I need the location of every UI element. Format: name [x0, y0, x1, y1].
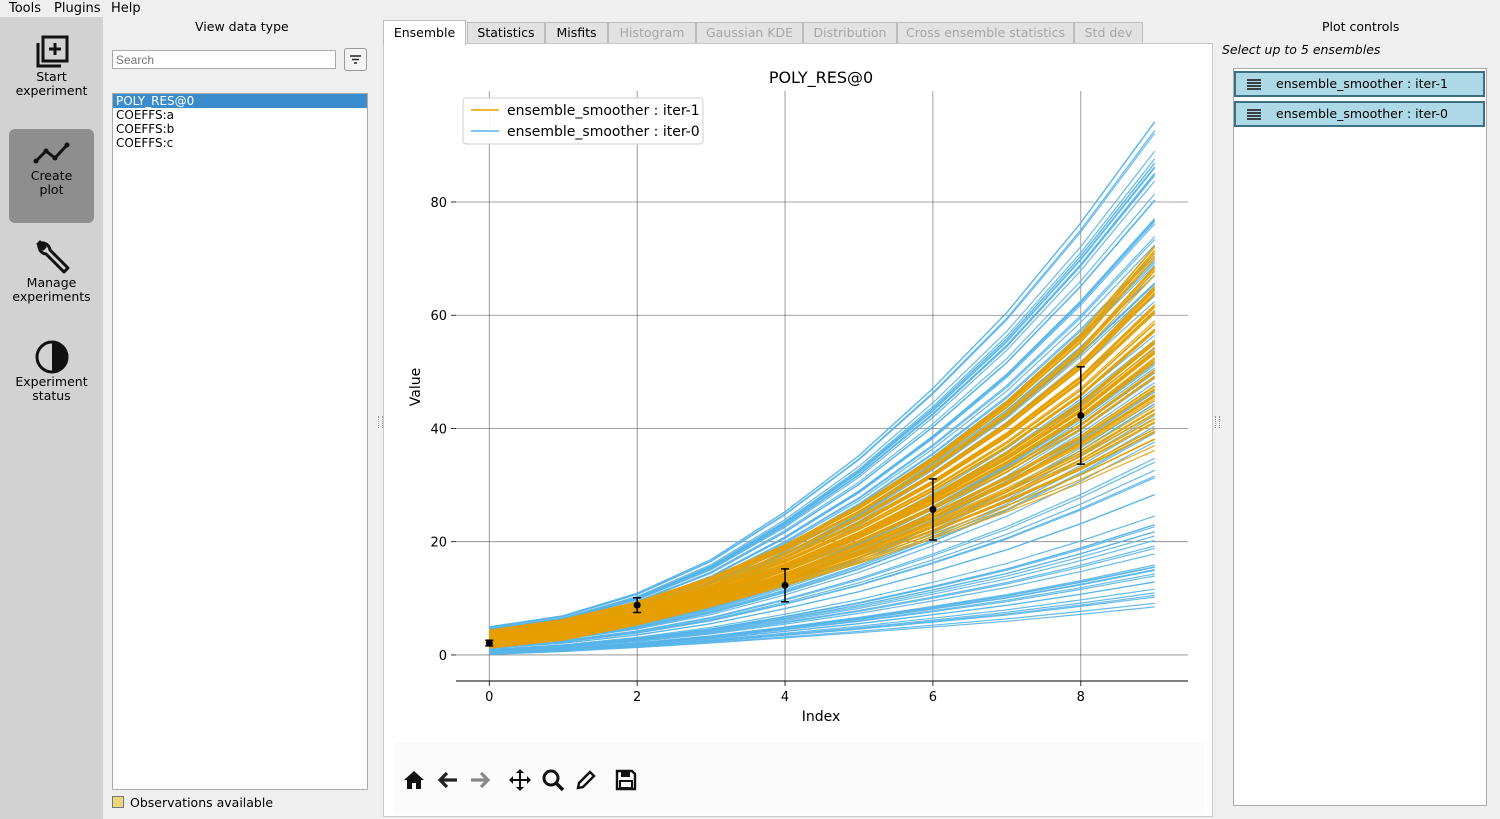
splitter-handle[interactable]	[1215, 416, 1220, 428]
start-experiment-button[interactable]: Start experiment	[9, 34, 94, 110]
home-icon[interactable]	[402, 768, 426, 792]
tab-ensemble[interactable]: Ensemble	[383, 20, 466, 45]
view-data-type-title: View data type	[195, 19, 289, 34]
create-plot-label-2: plot	[39, 182, 64, 197]
pan-icon[interactable]	[508, 768, 532, 792]
ensemble-item[interactable]: ensemble_smoother : iter-0	[1234, 101, 1485, 127]
create-plot-label-1: Create	[30, 168, 73, 183]
wrench-icon	[36, 240, 69, 274]
menu-plugins[interactable]: Plugins	[54, 1, 101, 16]
list-item[interactable]: COEFFS:c	[116, 136, 174, 150]
menu-bar: Tools Plugins Help	[0, 0, 1500, 17]
tab-cross-ensemble-statistics: Cross ensemble statistics	[897, 22, 1074, 43]
zoom-icon[interactable]	[541, 768, 565, 792]
ensemble-item[interactable]: ensemble_smoother : iter-1	[1234, 71, 1485, 97]
back-arrow-icon[interactable]	[436, 768, 460, 792]
start-experiment-label-2: experiment	[15, 83, 88, 98]
plot-controls-title: Plot controls	[1322, 19, 1400, 34]
chart-background	[394, 53, 1204, 740]
drag-handle-icon[interactable]	[1247, 79, 1261, 90]
menu-help[interactable]: Help	[111, 1, 141, 16]
manage-experiments-label-1: Manage	[26, 275, 77, 290]
list-item[interactable]: POLY_RES@0	[113, 94, 367, 108]
manage-experiments-button[interactable]: Manage experiments	[9, 236, 94, 312]
contrast-icon	[35, 340, 68, 374]
tab-misfits[interactable]: Misfits	[545, 22, 608, 43]
experiment-status-label-1: Experiment	[15, 374, 88, 389]
observations-label: Observations available	[130, 795, 274, 810]
observations-legend: Observations available	[112, 795, 273, 810]
experiment-status-button[interactable]: Experiment status	[9, 339, 94, 415]
manage-experiments-label-2: experiments	[12, 289, 91, 304]
forward-arrow-icon[interactable]	[468, 768, 492, 792]
start-experiment-label-1: Start	[36, 69, 67, 84]
menu-tools[interactable]: Tools	[9, 1, 42, 16]
add-box-icon	[36, 35, 68, 68]
filter-button[interactable]	[344, 48, 367, 71]
ensemble-selector-list	[1233, 68, 1487, 806]
drag-handle-icon[interactable]	[1247, 109, 1261, 120]
line-chart-icon	[33, 142, 69, 164]
observations-swatch	[112, 796, 124, 808]
save-icon[interactable]	[614, 768, 638, 792]
tab-statistics[interactable]: Statistics	[467, 22, 545, 43]
tab-std-dev: Std dev	[1074, 22, 1143, 43]
experiment-status-label-2: status	[32, 388, 71, 403]
list-item[interactable]: COEFFS:a	[116, 108, 175, 122]
tab-histogram: Histogram	[608, 22, 696, 43]
data-type-list[interactable]: POLY_RES@0 COEFFS:a COEFFS:b COEFFS:c	[112, 93, 368, 790]
edit-pencil-icon[interactable]	[574, 768, 598, 792]
tab-distribution: Distribution	[803, 22, 897, 43]
ensemble-item-label: ensemble_smoother : iter-1	[1276, 76, 1449, 91]
search-input[interactable]	[112, 50, 336, 69]
filter-icon	[350, 55, 361, 64]
tab-gaussian-kde: Gaussian KDE	[696, 22, 803, 43]
splitter-handle[interactable]	[378, 416, 383, 428]
plot-controls-subtitle: Select up to 5 ensembles	[1222, 42, 1381, 57]
ensemble-item-label: ensemble_smoother : iter-0	[1276, 106, 1449, 121]
list-item[interactable]: COEFFS:b	[116, 122, 175, 136]
create-plot-button[interactable]: Create plot	[9, 129, 94, 223]
